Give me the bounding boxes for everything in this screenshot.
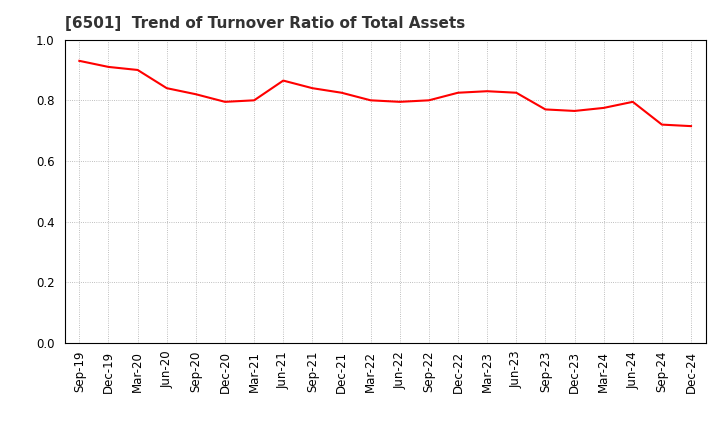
Text: [6501]  Trend of Turnover Ratio of Total Assets: [6501] Trend of Turnover Ratio of Total … <box>65 16 465 32</box>
